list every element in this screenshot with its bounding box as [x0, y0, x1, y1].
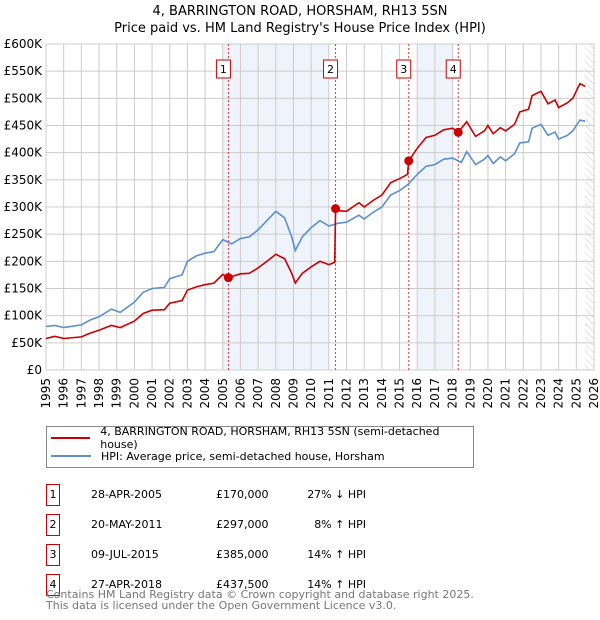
x-tick-label: 2025	[569, 378, 583, 409]
sale-label-box	[323, 59, 339, 79]
chart-title: 4, BARRINGTON ROAD, HORSHAM, RH13 5SN	[152, 4, 448, 19]
sale-date: 28-APR-2005	[91, 488, 163, 501]
y-tick-label: £500K	[4, 91, 44, 105]
sale-label: 4	[450, 63, 457, 76]
x-tick-label: 1998	[92, 378, 106, 409]
x-tick-label: 1995	[39, 378, 53, 409]
sale-label: 1	[220, 63, 227, 76]
x-tick-label: 2016	[410, 378, 424, 409]
sale-date: 20-MAY-2011	[91, 518, 163, 531]
x-tick-label: 2018	[446, 378, 460, 409]
x-tick-label: 2004	[198, 378, 212, 409]
x-tick-label: 2003	[180, 378, 194, 409]
sale-point	[331, 204, 341, 214]
sale-price: £170,000	[216, 488, 269, 501]
legend-label-property: 4, BARRINGTON ROAD, HORSHAM, RH13 5SN (s…	[100, 425, 440, 451]
sale-point	[223, 273, 233, 283]
x-tick-label: 2013	[357, 378, 371, 409]
legend-item-hpi: HPI: Average price, semi-detached house,…	[51, 448, 385, 464]
sale-label-box	[396, 59, 412, 79]
sale-hpi-diff: 27% ↓ HPI	[307, 488, 366, 501]
footer-line-2: This data is licensed under the Open Gov…	[46, 599, 397, 612]
x-tick-label: 2011	[322, 378, 336, 409]
y-tick-label: £550K	[4, 64, 44, 78]
y-tick-label: £200K	[4, 254, 44, 268]
x-tick-label: 2012	[340, 378, 354, 409]
y-tick-label: £300K	[4, 200, 44, 214]
x-tick-label: 2014	[375, 378, 389, 409]
legend-swatch-property	[51, 437, 91, 439]
x-tick-label: 2008	[269, 378, 283, 409]
sale-point	[404, 156, 414, 166]
x-tick-label: 2026	[587, 378, 600, 409]
legend-item-property: 4, BARRINGTON ROAD, HORSHAM, RH13 5SN (s…	[51, 425, 473, 451]
sale-number-badge: 2	[46, 514, 60, 536]
sale-date: 27-APR-2018	[91, 578, 163, 591]
sale-number-badge: 3	[46, 544, 60, 566]
x-tick-label: 1997	[74, 378, 88, 409]
x-tick-label: 2005	[216, 378, 230, 409]
footer-line-1: Contains HM Land Registry data © Crown c…	[46, 588, 474, 601]
y-tick-label: £100K	[4, 309, 44, 323]
sale-hpi-diff: 14% ↑ HPI	[307, 578, 366, 591]
sale-date: 09-JUL-2015	[91, 548, 159, 561]
y-tick-label: £450K	[4, 119, 44, 133]
sale-point	[453, 127, 463, 137]
sale-price: £297,000	[216, 518, 269, 531]
legend: 4, BARRINGTON ROAD, HORSHAM, RH13 5SN (s…	[46, 425, 474, 468]
sale-price: £385,000	[216, 548, 269, 561]
y-tick-label: £0	[27, 363, 42, 377]
x-tick-label: 2010	[304, 378, 318, 409]
price-chart: 1995 1996 1997 1998 1999 2000 2001 2002 2003 2004…	[4, 37, 600, 409]
sale-hpi-diff: 8% ↑ HPI	[314, 518, 366, 531]
hpi-line	[45, 119, 586, 329]
x-tick-label: 2002	[163, 378, 177, 409]
x-tick-label: 2023	[534, 378, 548, 409]
x-tick-label: 2017	[428, 378, 442, 409]
x-tick-label: 2015	[393, 378, 407, 409]
x-tick-label: 2024	[552, 378, 566, 409]
y-tick-label: £250K	[4, 227, 44, 241]
sale-label-box	[215, 59, 231, 79]
x-tick-label: 2006	[233, 378, 247, 409]
legend-label-hpi: HPI: Average price, semi-detached house,…	[101, 449, 385, 463]
y-tick-label: £50K	[11, 336, 43, 350]
plot-border	[45, 43, 595, 371]
y-tick-label: £600K	[4, 37, 44, 51]
x-tick-label: 2019	[463, 378, 477, 409]
x-tick-label: 2022	[516, 378, 530, 409]
x-tick-label: 2009	[286, 378, 300, 409]
legend-swatch-hpi	[51, 455, 91, 457]
sale-number-badge: 4	[46, 574, 60, 596]
sale-row: 2 20-MAY-2011 £297,000 8% ↑ HPI	[46, 514, 446, 536]
x-tick-label: 2020	[481, 378, 495, 409]
x-tick-label: 2007	[251, 378, 265, 409]
x-tick-label: 2001	[145, 378, 159, 409]
footer: Contains HM Land Registry data © Crown c…	[46, 589, 474, 611]
sale-price: £437,500	[216, 578, 269, 591]
sale-row: 4 27-APR-2018 £437,500 14% ↑ HPI	[46, 574, 446, 596]
sale-label: 2	[327, 63, 334, 76]
x-tick-label: 2000	[127, 378, 141, 409]
x-tick-label: 2021	[499, 378, 513, 409]
x-tick-label: 1996	[57, 378, 71, 409]
y-tick-label: £400K	[4, 146, 44, 160]
sale-label: 3	[400, 63, 407, 76]
y-tick-label: £350K	[4, 173, 44, 187]
sale-row: 3 09-JUL-2015 £385,000 14% ↑ HPI	[46, 544, 446, 566]
sale-number-badge: 1	[46, 484, 60, 506]
sale-hpi-diff: 14% ↑ HPI	[307, 548, 366, 561]
chart-subtitle: Price paid vs. HM Land Registry's House …	[114, 21, 486, 36]
sale-label-box	[445, 59, 461, 79]
sale-row: 1 28-APR-2005 £170,000 27% ↓ HPI	[46, 484, 446, 506]
y-tick-label: £150K	[4, 282, 44, 296]
x-tick-label: 1999	[110, 378, 124, 409]
